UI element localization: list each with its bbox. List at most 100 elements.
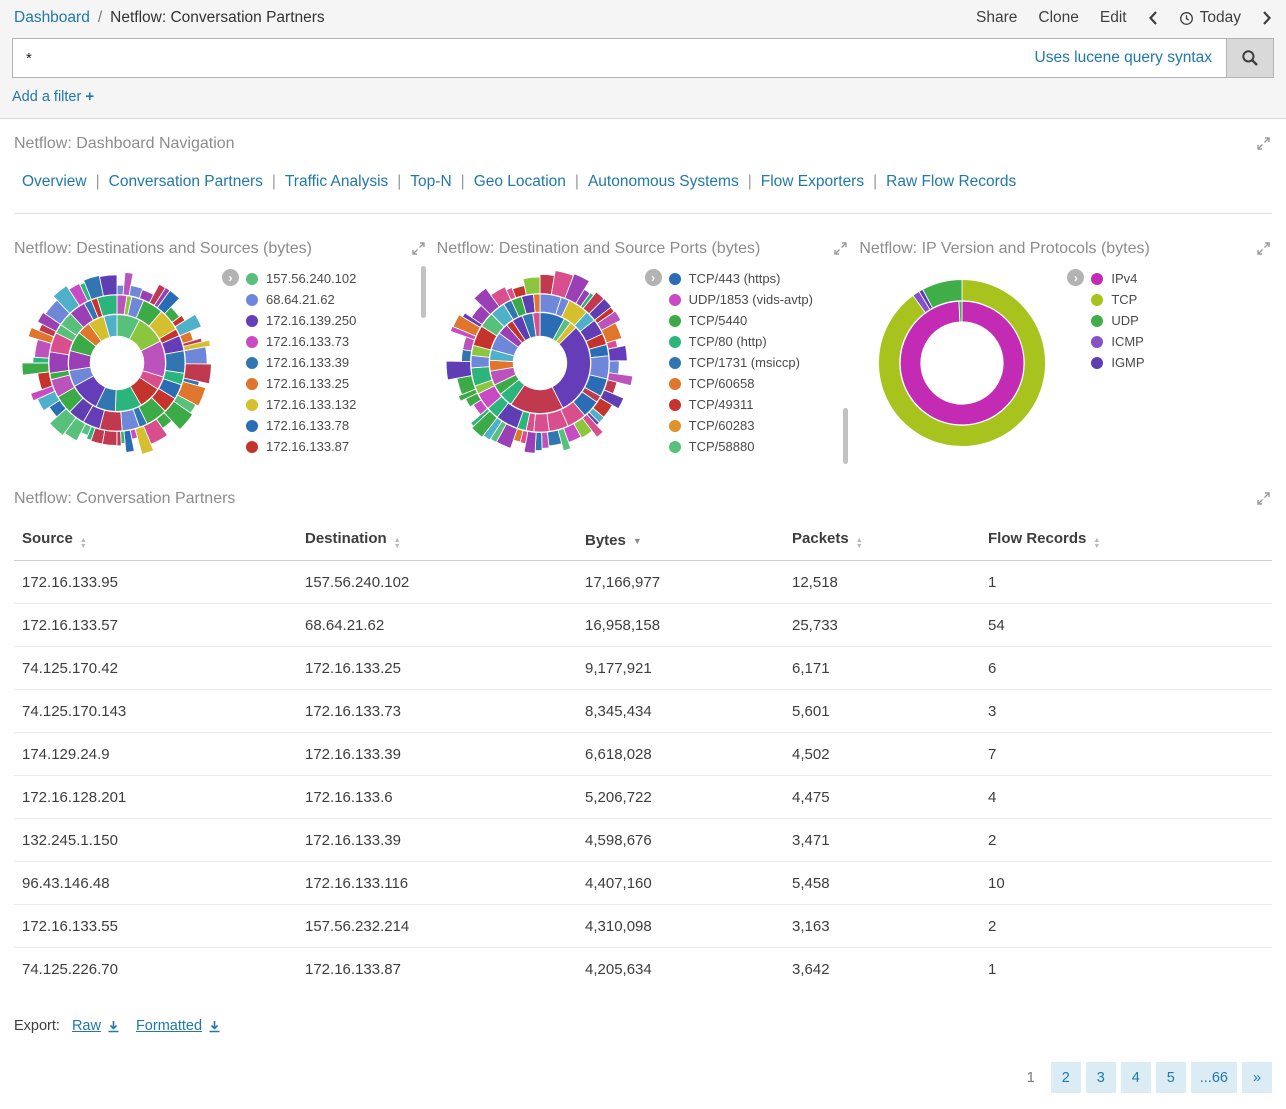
column-header-bytes[interactable]: Bytes ▼ [577, 520, 784, 561]
legend-item-tcp-80-http[interactable]: TCP/80 (http) [668, 331, 840, 352]
legend-label: TCP/60658 [688, 376, 755, 391]
topbar-action-share[interactable]: Share [976, 9, 1018, 26]
legend-item-tcp-5440[interactable]: TCP/5440 [668, 310, 840, 331]
lucene-syntax-link[interactable]: Uses lucene query syntax [1034, 49, 1212, 66]
legend-item-172-16-139-250[interactable]: 172.16.139.250 [246, 310, 417, 331]
legend-item-172-16-133-78[interactable]: 172.16.133.78 [246, 415, 417, 436]
export-formatted-link[interactable]: Formatted [136, 1018, 221, 1034]
time-picker-button[interactable]: Today [1179, 9, 1241, 27]
legend-label: 68.64.21.62 [266, 292, 335, 307]
sunburst-chart[interactable] [437, 260, 643, 466]
legend-label: TCP/443 (https) [688, 271, 781, 286]
page-button-5[interactable]: 5 [1155, 1062, 1186, 1093]
query-input[interactable] [13, 39, 1035, 77]
legend-item-172-16-133-87[interactable]: 172.16.133.87 [246, 436, 417, 457]
breadcrumb-current: Netflow: Conversation Partners [110, 9, 325, 26]
legend-item-tcp-443-https[interactable]: TCP/443 (https) [668, 268, 840, 289]
legend-item-ipv4[interactable]: IPv4 [1091, 268, 1262, 289]
nav-link-separator: | [397, 173, 402, 190]
sunburst-chart[interactable] [859, 260, 1065, 466]
table-row: 74.125.170.42 172.16.133.25 9,177,921 6,171… [14, 646, 1272, 690]
legend-color-dot [1091, 272, 1104, 285]
nav-link-top-n[interactable]: Top-N [410, 173, 452, 190]
legend-item-172-16-133-25[interactable]: 172.16.133.25 [246, 373, 417, 394]
table-cell: 10 [980, 861, 1272, 905]
page-button-4[interactable]: 4 [1120, 1062, 1151, 1093]
column-label: Source [22, 530, 73, 547]
export-links: Raw Formatted [72, 1018, 237, 1034]
panel-expand-button[interactable] [1255, 490, 1272, 507]
nav-link-conversation-partners[interactable]: Conversation Partners [108, 173, 263, 190]
column-header-packets[interactable]: Packets ▲ ▼ [784, 520, 980, 561]
time-back-button[interactable] [1148, 10, 1158, 26]
sunburst-chart[interactable] [14, 260, 220, 466]
expand-icon [1257, 137, 1270, 153]
legend-item-udp-1853-vids-avtp[interactable]: UDP/1853 (vids-avtp) [668, 289, 840, 310]
legend-item-icmp[interactable]: ICMP [1091, 331, 1262, 352]
table-cell: 174.129.24.9 [14, 732, 297, 776]
legend-scrollbar[interactable] [420, 266, 426, 318]
page-button-2[interactable]: 2 [1050, 1062, 1081, 1093]
nav-link-flow-exporters[interactable]: Flow Exporters [760, 173, 865, 190]
nav-link-autonomous-systems[interactable]: Autonomous Systems [587, 173, 739, 190]
chart-panel-netflow-ip-version-and-protocols-bytes: Netflow: IP Version and Protocols (bytes… [859, 240, 1272, 466]
query-input-wrap: Uses lucene query syntax [12, 38, 1274, 78]
add-filter-link[interactable]: Add a filter + [12, 88, 94, 105]
legend-item-172-16-133-39[interactable]: 172.16.133.39 [246, 352, 417, 373]
topbar-action-edit[interactable]: Edit [1099, 9, 1127, 26]
column-label: Flow Records [988, 530, 1087, 547]
legend-item-tcp-49311[interactable]: TCP/49311 [668, 394, 840, 415]
column-header-destination[interactable]: Destination ▲ ▼ [297, 520, 577, 561]
panel-title-dashboard-navigation: Netflow: Dashboard Navigation [14, 135, 235, 152]
breadcrumb-dashboard-link[interactable]: Dashboard [14, 9, 90, 26]
nav-link-geo-location[interactable]: Geo Location [473, 173, 566, 190]
legend-item-172-16-133-73[interactable]: 172.16.133.73 [246, 331, 417, 352]
table-cell: 6,618,028 [577, 732, 784, 776]
table-row: 172.16.133.95 157.56.240.102 17,166,977 12,… [14, 560, 1272, 604]
legend-item-tcp-60283[interactable]: TCP/60283 [668, 415, 840, 436]
table-row: 172.16.128.201 172.16.133.6 5,206,722 4,475… [14, 775, 1272, 819]
legend-item-igmp[interactable]: IGMP [1091, 352, 1262, 373]
page-button-1[interactable]: 1 [1015, 1062, 1046, 1093]
column-header-flow-records[interactable]: Flow Records ▲ ▼ [980, 520, 1272, 561]
panel-expand-button[interactable] [1255, 135, 1272, 152]
page-button-3[interactable]: 3 [1085, 1062, 1116, 1093]
table-row: 174.129.24.9 172.16.133.39 6,618,028 4,502 7 [14, 732, 1272, 776]
table-cell: 25,733 [784, 603, 980, 647]
column-label: Bytes [585, 531, 626, 549]
column-header-source[interactable]: Source ▲ ▼ [14, 520, 297, 561]
export-raw-link[interactable]: Raw [72, 1018, 120, 1034]
search-button[interactable] [1226, 39, 1273, 77]
legend-item-tcp[interactable]: TCP [1091, 289, 1262, 310]
nav-link-raw-flow-records[interactable]: Raw Flow Records [886, 173, 1017, 190]
panel-expand-button[interactable] [1255, 240, 1272, 257]
panel-expand-button[interactable] [832, 240, 849, 257]
legend-toggle-button[interactable]: › [1067, 269, 1085, 286]
time-forward-button[interactable] [1262, 10, 1272, 26]
legend-item-157-56-240-102[interactable]: 157.56.240.102 [246, 268, 417, 289]
table-cell: 96.43.146.48 [14, 861, 297, 905]
legend-label: 172.16.133.25 [266, 376, 350, 391]
legend-item-68-64-21-62[interactable]: 68.64.21.62 [246, 289, 417, 310]
panel-expand-button[interactable] [410, 240, 427, 257]
legend-item-tcp-58880[interactable]: TCP/58880 [668, 436, 840, 457]
nav-link-overview[interactable]: Overview [22, 173, 87, 190]
nav-link-traffic-analysis[interactable]: Traffic Analysis [284, 173, 389, 190]
topbar-action-clone[interactable]: Clone [1038, 9, 1079, 26]
chevron-right-icon [1262, 10, 1272, 26]
legend-toggle-button[interactable]: › [222, 269, 239, 286]
legend-item-tcp-1731-msiccp[interactable]: TCP/1731 (msiccp) [668, 352, 840, 373]
legend-item-udp[interactable]: UDP [1091, 310, 1262, 331]
page-button-66[interactable]: ...66 [1190, 1062, 1237, 1093]
table-cell: 172.16.133.55 [14, 904, 297, 948]
legend-item-172-16-133-132[interactable]: 172.16.133.132 [246, 394, 417, 415]
next-page-button[interactable]: » [1242, 1062, 1272, 1093]
table-row: 96.43.146.48 172.16.133.116 4,407,160 5,458… [14, 861, 1272, 905]
search-icon [1241, 49, 1259, 67]
legend-item-tcp-60658[interactable]: TCP/60658 [668, 373, 840, 394]
export-link-label: Raw [71, 1018, 101, 1034]
legend-color-dot [246, 377, 258, 390]
legend-toggle-button[interactable]: › [644, 269, 662, 286]
legend-scrollbar[interactable] [843, 408, 849, 464]
expand-icon [1257, 492, 1270, 508]
